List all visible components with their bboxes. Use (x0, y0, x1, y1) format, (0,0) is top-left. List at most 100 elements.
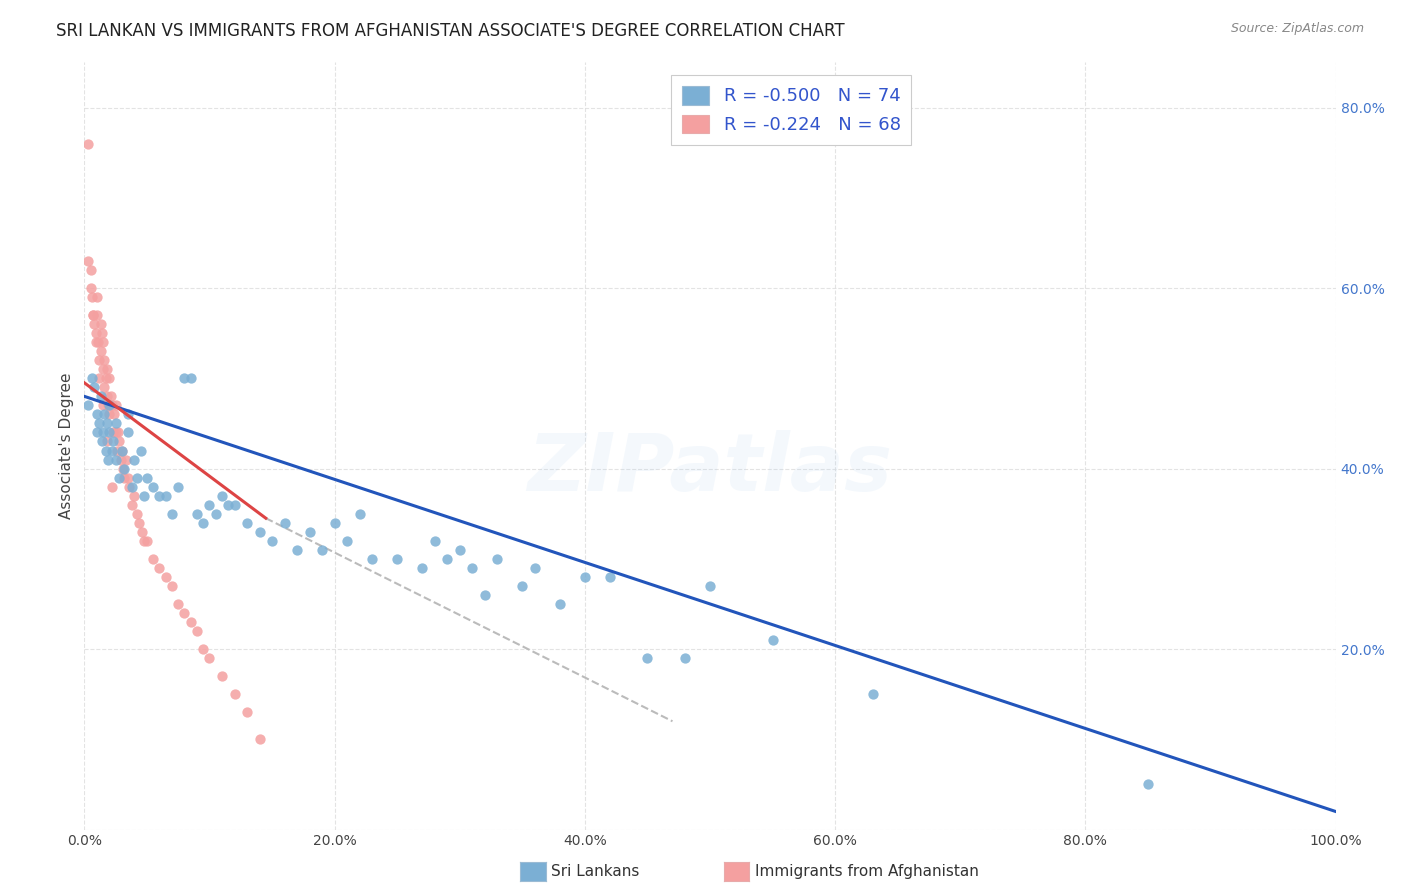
Point (112, 470, 135, 484)
Point (97, 398, 120, 412)
Point (186, 507, 208, 521)
Point (449, 542, 471, 557)
Point (249, 524, 271, 539)
Point (117, 425, 139, 440)
Point (101, 398, 124, 412)
Point (82, 308, 104, 322)
Point (100, 389, 122, 403)
Point (86, 408, 108, 422)
Point (298, 524, 321, 539)
Point (90, 317, 112, 331)
Point (94, 443, 117, 458)
Point (105, 443, 128, 458)
Point (423, 533, 446, 548)
Point (193, 516, 215, 530)
Point (236, 516, 259, 530)
Point (262, 533, 284, 548)
Point (155, 489, 177, 503)
Point (89, 417, 111, 431)
Point (77, 254, 100, 268)
Point (108, 470, 131, 484)
Point (111, 443, 134, 458)
Point (112, 461, 135, 475)
Point (77, 398, 100, 412)
Point (474, 588, 496, 602)
Point (173, 606, 195, 620)
Point (108, 434, 131, 449)
Point (128, 516, 150, 530)
Point (193, 642, 215, 657)
Point (101, 434, 124, 449)
Point (204, 507, 226, 521)
Point (211, 669, 233, 683)
Point (89, 371, 111, 385)
Point (98, 425, 121, 440)
Point (198, 498, 221, 512)
Point (110, 452, 132, 467)
Point (79, 281, 101, 295)
Point (97, 452, 120, 467)
Text: Immigrants from Afghanistan: Immigrants from Afghanistan (755, 864, 979, 879)
Point (699, 579, 721, 593)
Point (125, 507, 148, 521)
Point (224, 498, 246, 512)
Point (148, 561, 170, 575)
Point (637, 651, 659, 665)
Point (180, 615, 202, 629)
Point (90, 344, 112, 359)
Point (86, 308, 108, 322)
Point (361, 551, 384, 566)
Point (762, 633, 785, 648)
Point (82, 308, 104, 322)
Point (862, 687, 884, 701)
Point (96, 389, 118, 403)
Point (111, 443, 134, 458)
Point (117, 408, 139, 422)
Point (86, 425, 108, 440)
Point (80, 290, 103, 304)
Point (599, 570, 621, 584)
Point (80, 371, 103, 385)
Point (90, 389, 112, 403)
Point (117, 470, 139, 484)
Point (673, 651, 696, 665)
Point (548, 597, 571, 611)
Point (129, 443, 152, 458)
Point (136, 533, 159, 548)
Point (142, 480, 165, 494)
Point (96, 434, 118, 449)
Point (94, 371, 117, 385)
Point (101, 480, 124, 494)
Point (134, 533, 156, 548)
Point (101, 443, 124, 458)
Point (148, 489, 170, 503)
Point (186, 624, 208, 638)
Point (461, 561, 484, 575)
Point (167, 597, 190, 611)
Point (84, 326, 107, 341)
Text: Sri Lankans: Sri Lankans (551, 864, 640, 879)
Point (134, 489, 156, 503)
Point (98, 398, 121, 412)
Point (118, 480, 141, 494)
Point (103, 408, 125, 422)
Point (121, 480, 143, 494)
Point (87, 335, 110, 350)
Text: ZIPatlas: ZIPatlas (527, 430, 893, 508)
Point (98, 408, 121, 422)
Point (211, 489, 233, 503)
Point (224, 687, 246, 701)
Point (104, 398, 127, 412)
Point (104, 452, 127, 467)
Point (83, 317, 105, 331)
Point (91, 335, 114, 350)
Point (86, 290, 108, 304)
Point (125, 470, 148, 484)
Point (486, 551, 509, 566)
Point (96, 417, 118, 431)
Point (77, 136, 100, 151)
Point (98, 371, 121, 385)
Point (523, 561, 546, 575)
Point (107, 425, 129, 440)
Point (112, 461, 135, 475)
